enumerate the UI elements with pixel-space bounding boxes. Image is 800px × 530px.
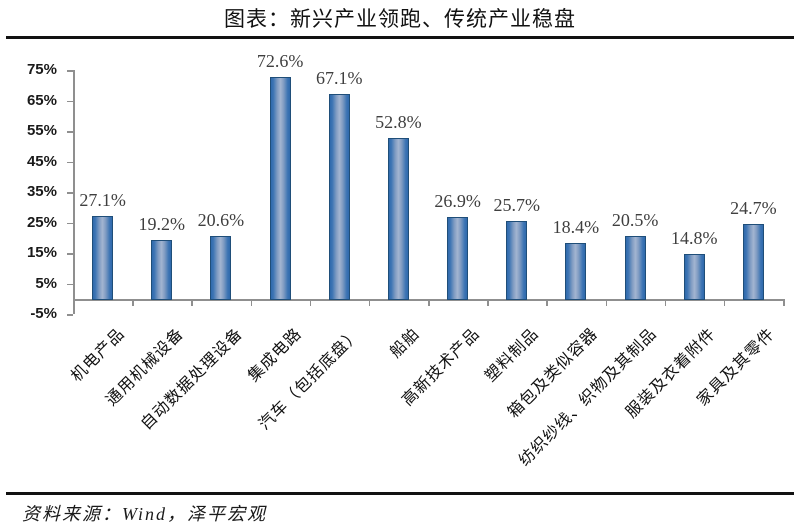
x-axis-tick	[132, 299, 134, 306]
x-axis-tick	[428, 299, 430, 306]
x-axis-tick	[191, 299, 193, 306]
y-axis-tick-label: 35%	[26, 183, 57, 201]
y-axis-tick-label: -5%	[30, 305, 57, 323]
y-axis-tick-label: 55%	[26, 122, 57, 140]
bar-value-label: 20.5%	[611, 210, 659, 231]
top-divider-rule	[6, 36, 794, 39]
y-axis-tick-label: 75%	[26, 61, 57, 78]
bar-value-label: 19.2%	[138, 214, 186, 235]
x-axis-tick	[783, 299, 785, 306]
y-axis-tick	[67, 253, 73, 255]
bar	[151, 240, 173, 300]
bar-value-label: 20.6%	[197, 210, 245, 231]
x-axis-tick	[664, 299, 667, 306]
x-category-label-text: 自动数据处理设备	[137, 325, 247, 434]
bar	[506, 220, 528, 300]
y-axis-tick-label: 15%	[26, 244, 57, 262]
y-axis-tick	[67, 222, 73, 225]
bar-value-label: 72.6%	[256, 51, 304, 72]
chart-title: 图表：新兴产业领跑、传统产业稳盘	[224, 7, 576, 31]
y-axis-tick	[67, 192, 73, 194]
x-axis-tick	[250, 299, 252, 306]
y-axis-tick	[67, 314, 73, 316]
x-axis-tick	[487, 299, 489, 306]
y-axis-tick-label: 45%	[26, 152, 57, 170]
bar-value-label: 27.1%	[79, 190, 126, 211]
bar	[624, 236, 646, 300]
x-axis-tick	[546, 299, 548, 306]
bar	[565, 242, 587, 300]
y-axis-tick	[67, 100, 73, 103]
bar	[328, 94, 350, 300]
bar-value-label: 26.9%	[434, 190, 481, 211]
x-category-label-text: 船舶	[387, 325, 424, 362]
bar	[447, 216, 469, 300]
bar	[387, 137, 409, 300]
plot-area: 75% 65% 55% 45% 35% 25% 15% 5% -5% 27.1% 机电产品 19.2%…	[0, 40, 800, 492]
y-axis-tick-label: 25%	[26, 213, 57, 231]
bar	[269, 77, 291, 300]
y-axis-tick-label: 5%	[35, 274, 57, 292]
x-axis-tick	[309, 299, 312, 306]
y-axis-tick-label: 65%	[26, 91, 57, 109]
bar-value-label: 24.7%	[730, 197, 777, 218]
x-category-label-text: 汽车（包括底盘）	[256, 325, 365, 434]
bar-value-label: 14.8%	[671, 227, 718, 248]
bar	[92, 216, 114, 300]
x-axis-tick	[368, 299, 371, 306]
bar-value-label: 18.4%	[552, 216, 600, 237]
x-axis-tick	[605, 299, 607, 306]
bar-value-label: 67.1%	[316, 68, 363, 89]
y-axis-tick	[67, 70, 73, 72]
bar	[683, 253, 705, 300]
x-axis-tick	[73, 299, 75, 306]
source-note: 资料来源：Wind，泽平宏观	[22, 504, 268, 524]
bar	[742, 223, 764, 300]
y-axis-tick	[67, 131, 73, 133]
y-axis-tick	[67, 283, 73, 286]
x-axis-tick	[723, 299, 726, 306]
y-axis-line	[73, 70, 75, 314]
y-axis-tick	[67, 161, 73, 164]
bar-value-label: 25.7%	[493, 194, 541, 215]
bar-value-label: 52.8%	[375, 111, 422, 132]
bar	[210, 236, 232, 300]
bottom-divider-rule	[6, 492, 794, 495]
